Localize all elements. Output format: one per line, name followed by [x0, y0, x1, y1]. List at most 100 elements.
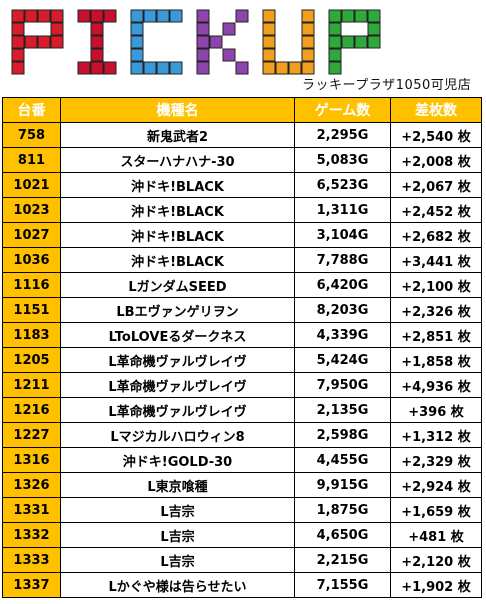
cell-games: 7,155G	[294, 572, 391, 598]
cell-machine-no: 1333	[2, 547, 61, 573]
cell-machine-no: 1205	[2, 347, 61, 373]
cell-machine-no: 1227	[2, 422, 61, 448]
cell-machine-name: L吉宗	[60, 547, 295, 573]
cell-machine-no: 1332	[2, 522, 61, 548]
cell-machine-no: 1023	[2, 197, 61, 223]
cell-diff: +2,326 枚	[390, 297, 482, 323]
table-row: 811 スターハナハナ-30 5,083G +2,008 枚	[2, 147, 482, 173]
cell-machine-no: 758	[2, 122, 61, 148]
cell-machine-name: L革命機ヴァルヴレイヴ	[60, 372, 295, 398]
table-row: 1333 L吉宗 2,215G +2,120 枚	[2, 547, 482, 573]
cell-diff: +2,452 枚	[390, 197, 482, 223]
header-diff: 差枚数	[390, 97, 482, 123]
cell-machine-name: 沖ドキ!BLACK	[60, 247, 295, 273]
banner-letter-i-1	[77, 9, 117, 75]
cell-games: 4,455G	[294, 447, 391, 473]
cell-machine-no: 1326	[2, 472, 61, 498]
cell-machine-name: L吉宗	[60, 497, 295, 523]
cell-games: 2,598G	[294, 422, 391, 448]
cell-machine-no: 1337	[2, 572, 61, 598]
cell-machine-name: Lかぐや様は告らせたい	[60, 572, 295, 598]
pickup-table: 台番 機種名 ゲーム数 差枚数 758 新鬼武者2 2,295G +2,540 枚 81…	[2, 97, 482, 598]
pickup-banner: ラッキープラザ1050可児店	[0, 0, 486, 96]
cell-machine-name: L東京喰種	[60, 472, 295, 498]
table-row: 1116 LガンダムSEED 6,420G +2,100 枚	[2, 272, 482, 298]
table-row: 1337 Lかぐや様は告らせたい 7,155G +1,902 枚	[2, 572, 482, 598]
cell-machine-no: 1021	[2, 172, 61, 198]
cell-games: 9,915G	[294, 472, 391, 498]
cell-machine-no: 811	[2, 147, 61, 173]
banner-letter-p-0	[11, 9, 64, 75]
cell-diff: +481 枚	[390, 522, 482, 548]
cell-machine-name: L革命機ヴァルヴレイヴ	[60, 397, 295, 423]
cell-machine-name: 沖ドキ!BLACK	[60, 172, 295, 198]
table-row: 1036 沖ドキ!BLACK 7,788G +3,441 枚	[2, 247, 482, 273]
cell-games: 4,650G	[294, 522, 391, 548]
cell-machine-no: 1316	[2, 447, 61, 473]
table-row: 1332 L吉宗 4,650G +481 枚	[2, 522, 482, 548]
cell-diff: +396 枚	[390, 397, 482, 423]
cell-games: 2,135G	[294, 397, 391, 423]
table-row: 1331 L吉宗 1,875G +1,659 枚	[2, 497, 482, 523]
header-machine-no: 台番	[2, 97, 61, 123]
cell-machine-name: Lマジカルハロウィン8	[60, 422, 295, 448]
cell-machine-no: 1036	[2, 247, 61, 273]
table-row: 1183 LToLOVEるダークネス 4,339G +2,851 枚	[2, 322, 482, 348]
cell-games: 2,215G	[294, 547, 391, 573]
cell-games: 4,339G	[294, 322, 391, 348]
cell-machine-name: L革命機ヴァルヴレイヴ	[60, 347, 295, 373]
table-row: 1227 Lマジカルハロウィン8 2,598G +1,312 枚	[2, 422, 482, 448]
pickup-logo	[11, 9, 381, 75]
cell-machine-name: L吉宗	[60, 522, 295, 548]
cell-diff: +2,540 枚	[390, 122, 482, 148]
cell-machine-name: 新鬼武者2	[60, 122, 295, 148]
table-row: 1316 沖ドキ!GOLD-30 4,455G +2,329 枚	[2, 447, 482, 473]
cell-diff: +2,067 枚	[390, 172, 482, 198]
table-row: 1151 LBエヴァンゲリヲン 8,203G +2,326 枚	[2, 297, 482, 323]
table-row: 1023 沖ドキ!BLACK 1,311G +2,452 枚	[2, 197, 482, 223]
table-row: 1216 L革命機ヴァルヴレイヴ 2,135G +396 枚	[2, 397, 482, 423]
header-games: ゲーム数	[294, 97, 391, 123]
cell-games: 5,083G	[294, 147, 391, 173]
header-machine-name: 機種名	[60, 97, 295, 123]
cell-machine-no: 1151	[2, 297, 61, 323]
cell-machine-no: 1211	[2, 372, 61, 398]
cell-diff: +2,120 枚	[390, 547, 482, 573]
cell-diff: +2,329 枚	[390, 447, 482, 473]
cell-diff: +2,008 枚	[390, 147, 482, 173]
cell-diff: +2,924 枚	[390, 472, 482, 498]
cell-games: 8,203G	[294, 297, 391, 323]
cell-diff: +4,936 枚	[390, 372, 482, 398]
cell-machine-no: 1183	[2, 322, 61, 348]
cell-machine-no: 1116	[2, 272, 61, 298]
table-header-row: 台番 機種名 ゲーム数 差枚数	[2, 97, 482, 123]
table-row: 1021 沖ドキ!BLACK 6,523G +2,067 枚	[2, 172, 482, 198]
banner-letter-u-4	[262, 9, 315, 75]
table-row: 1326 L東京喰種 9,915G +2,924 枚	[2, 472, 482, 498]
cell-diff: +1,858 枚	[390, 347, 482, 373]
cell-machine-name: LToLOVEるダークネス	[60, 322, 295, 348]
table-row: 758 新鬼武者2 2,295G +2,540 枚	[2, 122, 482, 148]
cell-machine-no: 1331	[2, 497, 61, 523]
store-name: ラッキープラザ1050可児店	[302, 78, 472, 93]
cell-games: 7,950G	[294, 372, 391, 398]
cell-games: 6,420G	[294, 272, 391, 298]
cell-diff: +2,851 枚	[390, 322, 482, 348]
banner-letter-c-2	[130, 9, 183, 75]
cell-machine-no: 1216	[2, 397, 61, 423]
table-row: 1027 沖ドキ!BLACK 3,104G +2,682 枚	[2, 222, 482, 248]
cell-games: 1,875G	[294, 497, 391, 523]
cell-games: 5,424G	[294, 347, 391, 373]
cell-machine-name: 沖ドキ!BLACK	[60, 222, 295, 248]
cell-machine-name: 沖ドキ!GOLD-30	[60, 447, 295, 473]
cell-machine-name: 沖ドキ!BLACK	[60, 197, 295, 223]
cell-diff: +1,902 枚	[390, 572, 482, 598]
cell-diff: +3,441 枚	[390, 247, 482, 273]
cell-diff: +1,659 枚	[390, 497, 482, 523]
cell-machine-name: スターハナハナ-30	[60, 147, 295, 173]
banner-letter-k-3	[196, 9, 249, 75]
cell-games: 6,523G	[294, 172, 391, 198]
cell-machine-name: LBエヴァンゲリヲン	[60, 297, 295, 323]
cell-diff: +1,312 枚	[390, 422, 482, 448]
cell-diff: +2,682 枚	[390, 222, 482, 248]
